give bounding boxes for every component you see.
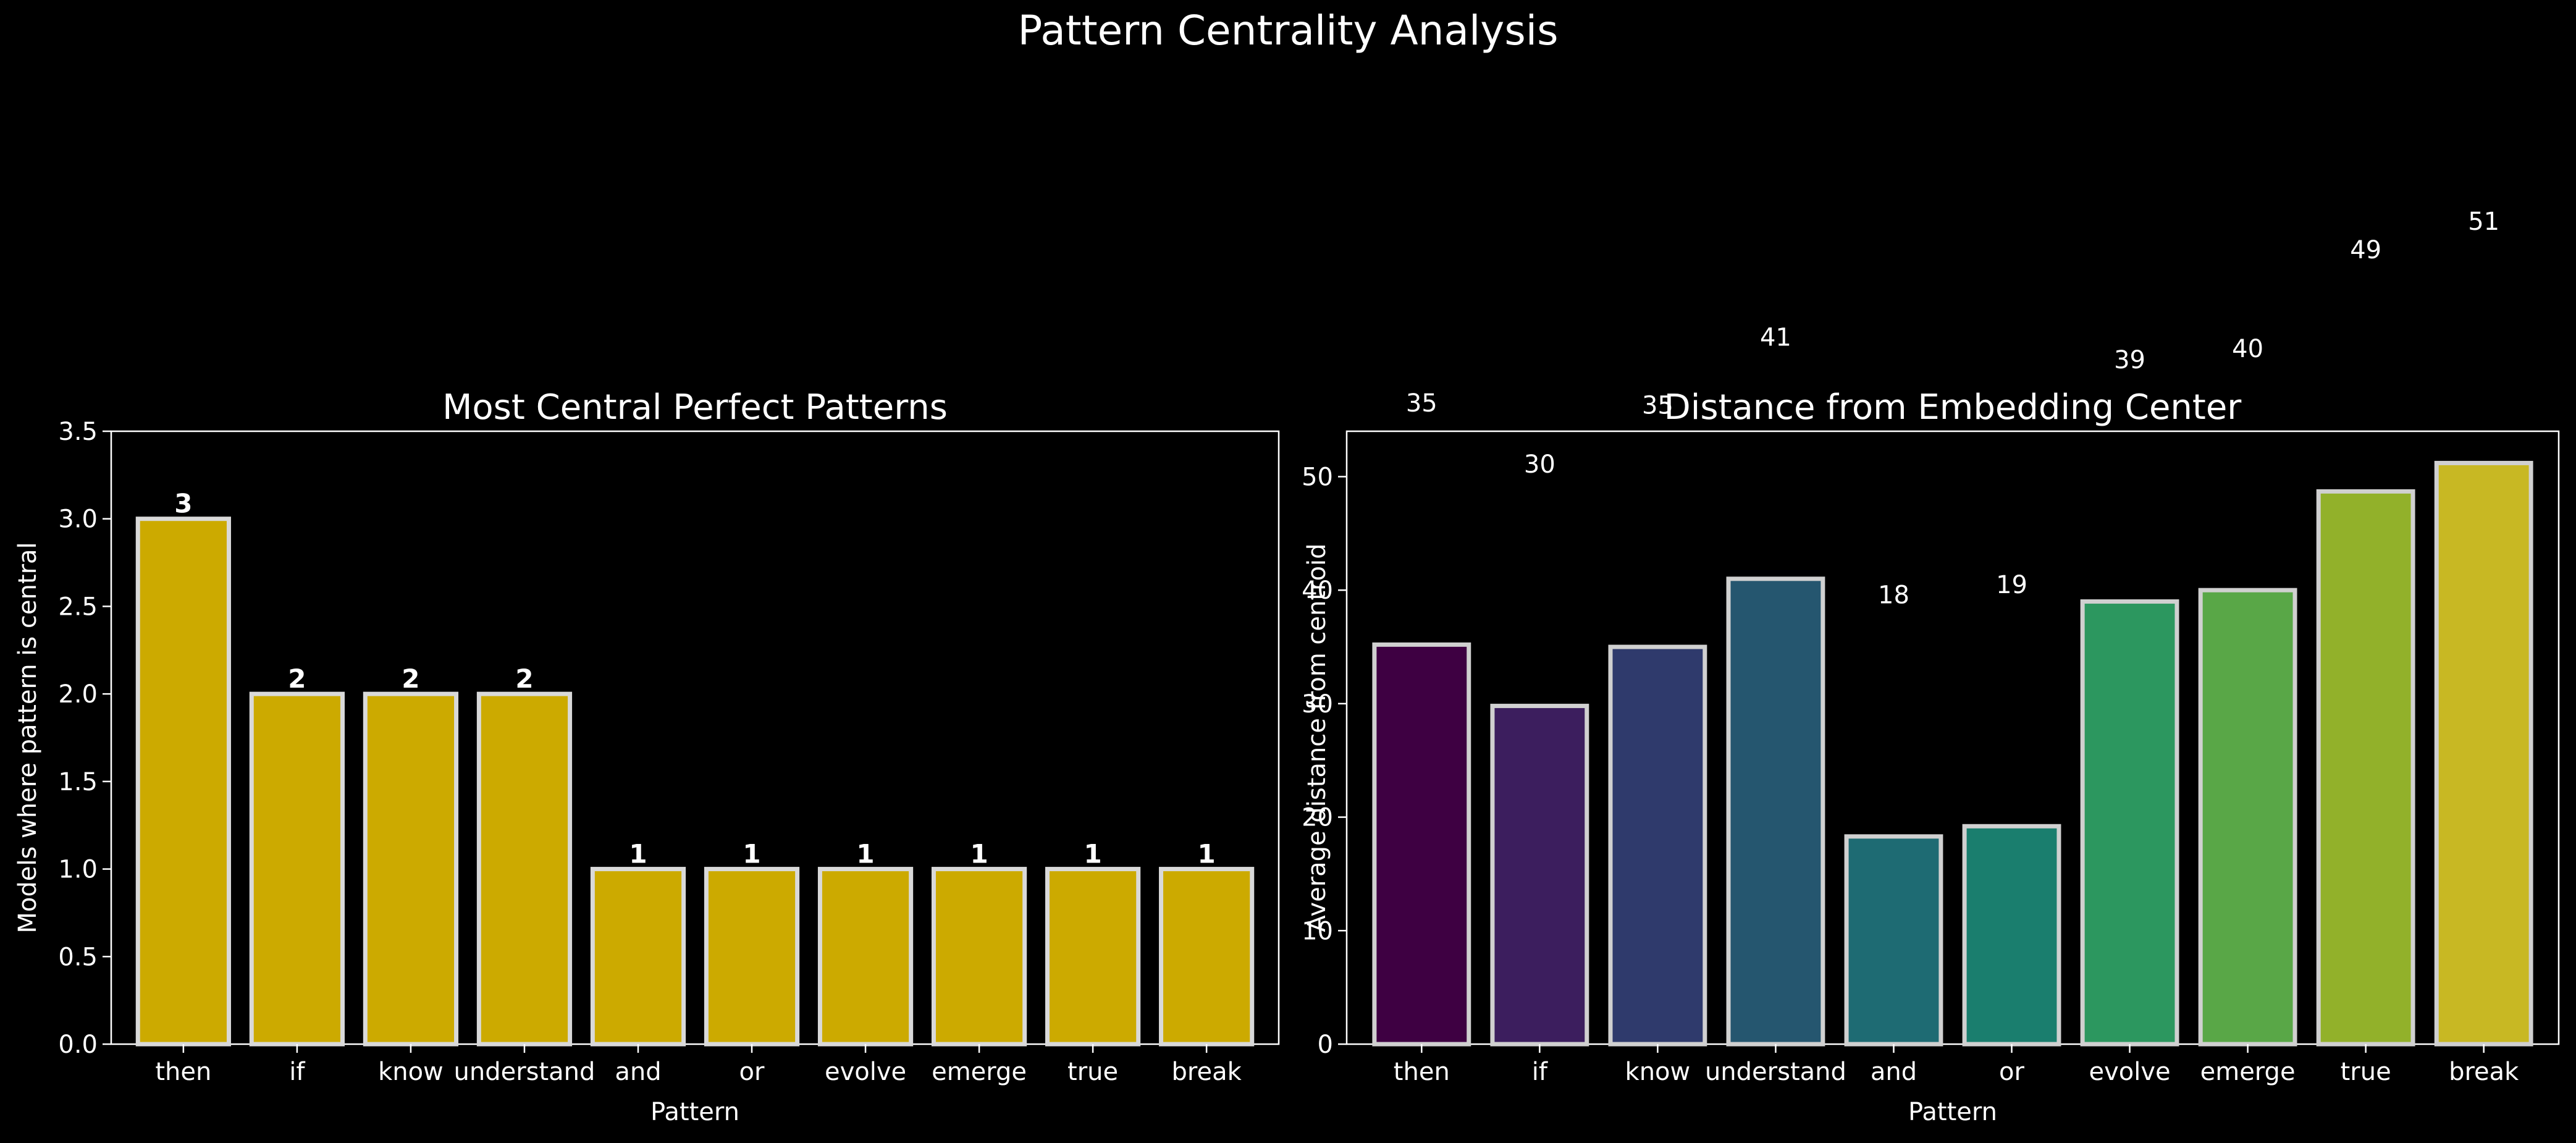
bar-then [135, 517, 231, 1047]
bar-know [363, 691, 459, 1047]
y-tick-label: 1.5 [58, 768, 98, 796]
x-tick-label: then [1394, 1058, 1450, 1086]
value-label: 1 [970, 839, 988, 869]
x-tick-label: understand [453, 1058, 595, 1086]
bar-or [1962, 824, 2061, 1047]
y-tick-label: 10 [1302, 917, 1333, 945]
x-tick-label: emerge [932, 1058, 1027, 1086]
x-tick-label: know [378, 1058, 444, 1086]
value-label: 41 [1760, 323, 1791, 352]
bar-emerge [2198, 588, 2297, 1047]
value-label: 1 [1084, 839, 1101, 869]
y-tick-label: 50 [1302, 463, 1333, 491]
bar-if [1490, 704, 1589, 1047]
y-axis-label: Average distance from centroid [1303, 543, 1331, 932]
bar-break [1159, 867, 1255, 1047]
value-label: 30 [1524, 450, 1555, 479]
value-label: 39 [2114, 346, 2145, 374]
plot-frame [110, 430, 1280, 1045]
value-label: 2 [515, 664, 533, 694]
right-chart-panel: Distance from Embedding Center 0 10 20 30 40 5… [1302, 208, 2560, 1126]
y-axis-label: Models where pattern is central [14, 542, 42, 933]
x-tick-label: or [739, 1058, 765, 1086]
value-label: 18 [1878, 581, 1909, 609]
x-tick-label: emerge [2200, 1058, 2296, 1086]
x-tick-label: evolve [825, 1058, 906, 1086]
bar-understand [1726, 576, 1825, 1047]
bar-true [2316, 489, 2415, 1047]
value-label: 1 [743, 839, 760, 869]
y-tick-label: 30 [1302, 690, 1333, 719]
chart-title: Distance from Embedding Center [1664, 387, 2242, 428]
value-label: 3 [174, 489, 192, 519]
x-tick-label: break [2449, 1058, 2519, 1086]
value-label: 2 [288, 664, 306, 694]
figure-suptitle: Pattern Centrality Analysis [1018, 7, 1559, 54]
y-tick-label: 3.5 [58, 418, 98, 446]
y-tick-label: 2.5 [58, 593, 98, 621]
y-tick-label: 0.0 [58, 1031, 98, 1059]
value-label: 1 [856, 839, 874, 869]
x-tick-label: break [1172, 1058, 1242, 1086]
bar-evolve [2080, 599, 2179, 1047]
x-tick-label: know [1625, 1058, 1691, 1086]
bar-if [249, 691, 345, 1047]
bar-or [704, 867, 800, 1047]
x-tick-label: or [1999, 1058, 2024, 1086]
value-label: 35 [1406, 389, 1437, 418]
value-label: 40 [2232, 335, 2263, 363]
x-tick-label: true [2341, 1058, 2391, 1086]
x-tick-label: then [155, 1058, 211, 1086]
bar-know [1608, 644, 1707, 1047]
x-tick-label: understand [1705, 1058, 1846, 1086]
bar-evolve [817, 867, 914, 1047]
y-tick-label: 20 [1302, 804, 1333, 832]
value-label: 1 [629, 839, 647, 869]
bar-then [1372, 642, 1471, 1047]
bar-break [2434, 460, 2533, 1047]
value-label: 1 [1198, 839, 1216, 869]
x-tick-label: if [289, 1058, 305, 1086]
y-tick-label: 3.0 [58, 505, 98, 534]
x-tick-label: true [1067, 1058, 1118, 1086]
bar-emerge [931, 867, 1027, 1047]
x-tick-label: and [615, 1058, 661, 1086]
value-label: 35 [1642, 392, 1673, 420]
value-label: 19 [1996, 571, 2027, 599]
x-axis-label: Pattern [1908, 1098, 1997, 1126]
y-tick-label: 0.5 [58, 943, 98, 971]
value-label: 2 [402, 664, 419, 694]
bar-understand [476, 691, 573, 1047]
x-tick-label: evolve [2089, 1058, 2170, 1086]
x-axis-label: Pattern [650, 1098, 739, 1126]
y-tick-label: 40 [1302, 576, 1333, 605]
bar-and [1844, 834, 1943, 1047]
y-tick-label: 2.0 [58, 680, 98, 709]
x-tick-label: if [1532, 1058, 1548, 1086]
left-chart-panel: Most Central Perfect Patterns 0.0 0.5 1.0 1.… [14, 387, 1280, 1126]
plot-frame [1345, 430, 2560, 1045]
bar-true [1045, 867, 1141, 1047]
x-tick-label: and [1871, 1058, 1917, 1086]
y-tick-label: 1.0 [58, 856, 98, 884]
value-label: 49 [2350, 236, 2381, 264]
value-label: 51 [2468, 208, 2499, 236]
chart-title: Most Central Perfect Patterns [442, 387, 948, 428]
y-tick-label: 0 [1318, 1031, 1333, 1059]
bar-and [590, 867, 686, 1047]
